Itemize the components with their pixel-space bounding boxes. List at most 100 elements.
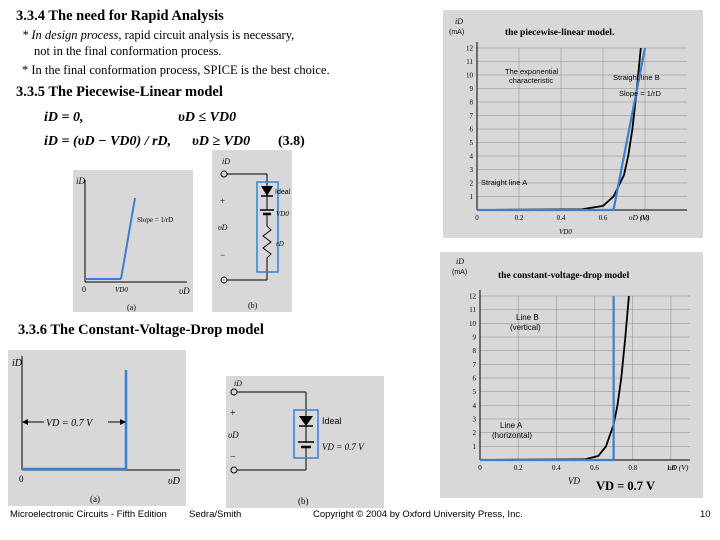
cvd-linea-label-2: (horizontal)	[492, 431, 532, 440]
cvd-a-ylabel: iD	[12, 358, 23, 369]
cvd-vd-label: VD	[568, 476, 580, 486]
footer-copyright: Copyright © 2004 by Oxford University Pr…	[313, 509, 523, 520]
cvd-graph-xlabel: υD (V)	[668, 463, 689, 472]
bullet-design-em: * In design process,	[22, 28, 122, 42]
y-tick-label: 1	[470, 193, 474, 201]
cvd-b-voltage: υD	[228, 430, 239, 440]
y-tick-label: 7	[470, 112, 474, 120]
pwl-b-plus: +	[220, 196, 225, 206]
cvd-a-xlabel: υD	[168, 476, 181, 487]
equation-2-condition: υD ≥ VD0	[192, 134, 251, 149]
cvd-b-vd-label: VD = 0.7 V	[322, 442, 365, 452]
x-tick-label: 0.4	[557, 214, 566, 222]
x-tick-label: 0.2	[514, 464, 523, 472]
y-tick-label: 6	[473, 375, 477, 383]
pwl-graph-xlabel: υD (V)	[629, 213, 650, 222]
pwl-b-caption: (b)	[248, 301, 258, 310]
y-tick-label: 3	[473, 416, 477, 424]
pwl-a-slope: Slope = 1/rD	[137, 216, 173, 224]
terminal-top	[230, 388, 238, 396]
pwl-graph-svg: the piecewise-linear model. iD (mA) υD (…	[449, 17, 687, 236]
ideal-diode-symbol	[299, 416, 313, 426]
cvd-graph-ylabel: iD	[456, 257, 464, 266]
bullet-spice: * In the final conformation process, SPI…	[22, 63, 330, 77]
heading-constant-voltage-drop: 3.3.6 The Constant-Voltage-Drop model	[18, 322, 264, 338]
y-tick-label: 5	[473, 388, 477, 396]
footer-book: Microelectronic Circuits - Fifth Edition	[10, 509, 167, 520]
heading-rapid-analysis: 3.3.4 The need for Rapid Analysis	[16, 8, 224, 24]
vd-arrow-right-head	[120, 419, 126, 425]
pwl-b-source: VD0	[276, 210, 289, 218]
x-tick-label: 0.6	[590, 464, 599, 472]
y-tick-label: 11	[466, 58, 473, 66]
figure-pwl-b-svg: iD + υD − Ideal VD0 rD (b)	[218, 157, 291, 310]
cvd-lineb-label-2: (vertical)	[510, 323, 541, 332]
equation-1-condition: υD ≤ VD0	[178, 110, 237, 125]
pwl-b-ideal: Ideal	[275, 189, 291, 196]
figure-cvd-graph: the constant-voltage-drop model iD (mA) …	[440, 252, 703, 498]
cvd-graph-title: the constant-voltage-drop model	[498, 271, 630, 281]
y-tick-label: 2	[470, 180, 474, 188]
terminal-top	[220, 170, 228, 178]
pwl-lines	[476, 47, 647, 212]
pwl-vd0-label: VD0	[559, 228, 572, 236]
y-tick-label: 7	[473, 361, 477, 369]
y-tick-label: 4	[470, 153, 474, 161]
footer-page-number: 10	[700, 509, 711, 520]
pwl-graph-title: the piecewise-linear model.	[505, 28, 614, 38]
pwl-exp-label-2: characteristic	[509, 76, 553, 85]
cvd-vd-value: VD = 0.7 V	[596, 479, 655, 493]
pwl-linea-label: Straight line A	[481, 178, 527, 187]
y-tick-label: 8	[470, 99, 474, 107]
y-tick-label: 12	[469, 293, 477, 301]
y-tick-label: 9	[470, 85, 474, 93]
figure-cvd-b-svg: iD + υD − Ideal VD = 0.7 V (b)	[228, 379, 365, 506]
y-tick-label: 10	[466, 72, 474, 80]
x-tick-label: 0.8	[641, 214, 650, 222]
pwl-graph-ylabel: iD	[455, 17, 463, 26]
figure-pwl-a: iD υD 0 VD0 Slope = 1/rD (a)	[73, 170, 193, 312]
pwl-b-current: iD	[222, 157, 230, 166]
figure-cvd-b: iD + υD − Ideal VD = 0.7 V (b)	[226, 376, 384, 508]
equation-2-lhs: iD = (υD − VD0) / rD,	[44, 134, 172, 149]
pwl-exp-label-1: The exponential	[505, 67, 559, 76]
vd-arrow-left-head	[22, 419, 28, 425]
x-tick-label: 0	[475, 214, 479, 222]
pwl-grid	[476, 42, 687, 211]
cvd-linea-label-1: Line A	[500, 421, 523, 430]
y-tick-label: 6	[470, 126, 474, 134]
cvd-b-ideal: Ideal	[322, 416, 342, 426]
figure-pwl-graph: the piecewise-linear model. iD (mA) υD (…	[443, 10, 703, 238]
y-tick-label: 3	[470, 166, 474, 174]
cvd-a-caption: (a)	[90, 494, 100, 504]
y-tick-label: 11	[469, 306, 476, 314]
figure-pwl-b: iD + υD − Ideal VD0 rD (b)	[212, 150, 292, 312]
pwl-slope-label: Slope = 1/rD	[619, 89, 661, 98]
y-tick-label: 8	[473, 347, 477, 355]
cvd-graph-svg: the constant-voltage-drop model iD (mA) …	[452, 257, 690, 493]
pwl-graph-yunit: (mA)	[449, 29, 464, 36]
pwl-a-vd0: VD0	[115, 286, 128, 294]
figure-cvd-a: iD υD 0 VD = 0.7 V (a)	[8, 350, 186, 506]
pwl-b-resistor: rD	[276, 240, 284, 248]
y-tick-label: 1	[473, 443, 477, 451]
y-tick-label: 9	[473, 334, 477, 342]
equation-1-lhs: iD = 0,	[44, 110, 84, 125]
x-tick-label: 0	[478, 464, 482, 472]
cvd-a-vd-label: VD = 0.7 V	[46, 418, 94, 429]
pwl-lineb-label: Straight line B	[613, 73, 660, 82]
cvd-b-minus: −	[230, 452, 236, 463]
cvd-b-caption: (b)	[298, 496, 309, 506]
pwl-b-minus: −	[220, 250, 225, 260]
x-tick-label: 0.2	[515, 214, 524, 222]
cvd-a-origin: 0	[19, 474, 24, 484]
y-tick-label: 4	[473, 402, 477, 410]
pwl-a-ylabel: iD	[76, 176, 86, 186]
figure-pwl-a-svg: iD υD 0 VD0 Slope = 1/rD (a)	[76, 176, 190, 312]
pwl-a-origin: 0	[82, 285, 86, 294]
series-line-b	[612, 47, 647, 211]
resistor-zigzag	[262, 225, 272, 259]
x-tick-label: 1.0	[667, 464, 676, 472]
bullet-design-process: * In design process, rapid circuit analy…	[22, 28, 294, 43]
